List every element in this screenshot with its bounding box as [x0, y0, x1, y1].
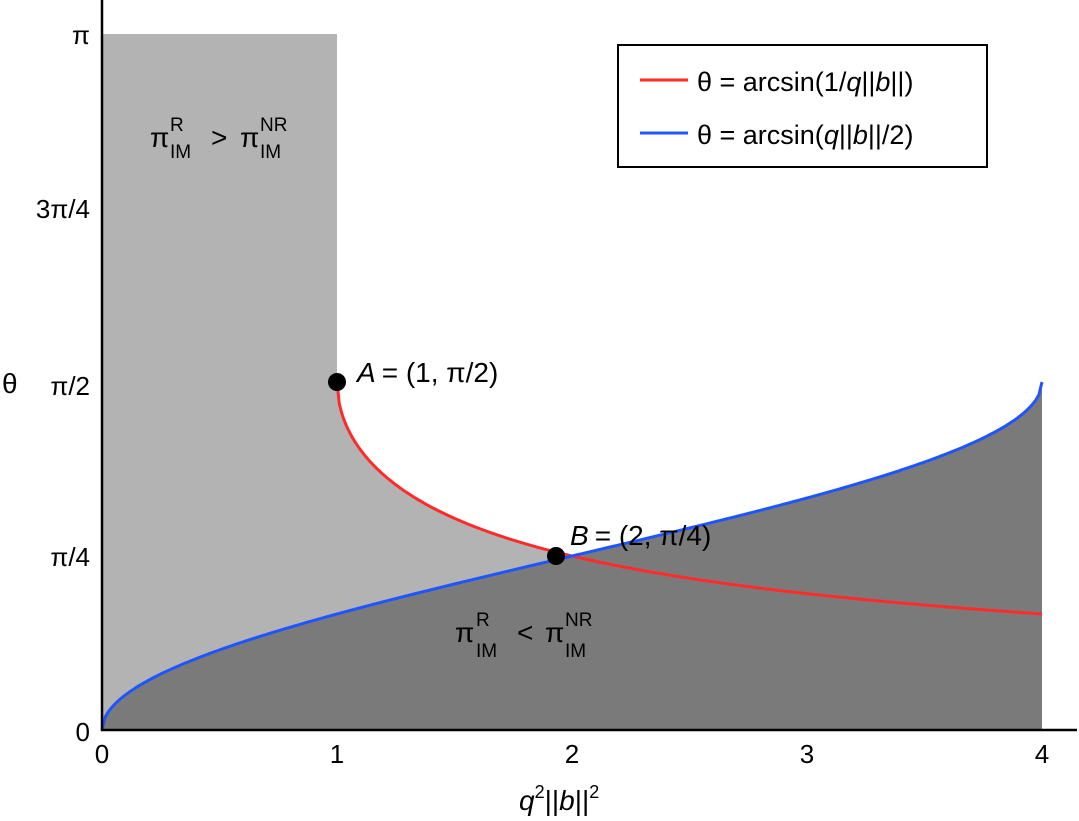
y-tick-label: π/2 [50, 371, 90, 401]
x-tick-label: 1 [330, 739, 344, 769]
curve-arcsin-inverse [335, 381, 1043, 616]
y-tick-label: 0 [76, 717, 90, 747]
y-tick-label: π [72, 20, 90, 50]
point-a-marker [328, 372, 346, 391]
svg-text:π: π [240, 122, 259, 153]
x-tick-label: 2 [565, 739, 579, 769]
y-tick-label: π/4 [50, 542, 90, 572]
legend-label-blue: θ = arcsin(q||b||/2) [697, 120, 913, 150]
y-axis-label: θ [2, 368, 18, 399]
point-b-marker [547, 546, 565, 565]
svg-text:IM: IM [565, 641, 586, 662]
legend-box [617, 44, 988, 168]
svg-text:R: R [476, 610, 490, 631]
svg-text:NR: NR [260, 115, 287, 136]
region-label-upper: π R IM > π NR IM [150, 115, 287, 163]
svg-text:IM: IM [476, 641, 497, 662]
x-tick-labels: 0 1 2 3 4 [95, 739, 1049, 769]
svg-text:π: π [150, 122, 169, 153]
curve-arcsin-half [100, 381, 1044, 731]
region-r-greater-nr [102, 34, 1042, 730]
svg-text:<: < [517, 617, 533, 648]
x-tick-label: 3 [800, 739, 814, 769]
svg-text:π: π [545, 617, 564, 648]
legend-label-red: θ = arcsin(1/q||b||) [697, 67, 913, 97]
point-b-label: B = (2, π/4) [570, 520, 711, 551]
point-a-label: A = (1, π/2) [355, 357, 498, 388]
svg-text:NR: NR [565, 610, 592, 631]
legend: θ = arcsin(1/q||b||) θ = arcsin(q||b||/2… [617, 44, 988, 168]
svg-text:IM: IM [260, 142, 281, 163]
x-axis-label: q2||b||2 [519, 782, 599, 816]
y-tick-label: 3π/4 [36, 194, 90, 224]
region-label-lower: π R IM < π NR IM [455, 610, 592, 662]
svg-text:>: > [211, 122, 227, 153]
x-tick-label: 4 [1035, 739, 1049, 769]
svg-text:R: R [170, 115, 184, 136]
x-tick-label: 0 [95, 739, 109, 769]
svg-text:π: π [455, 617, 474, 648]
svg-text:IM: IM [170, 142, 191, 163]
y-tick-labels: 0 π/4 π/2 3π/4 π [36, 20, 90, 747]
